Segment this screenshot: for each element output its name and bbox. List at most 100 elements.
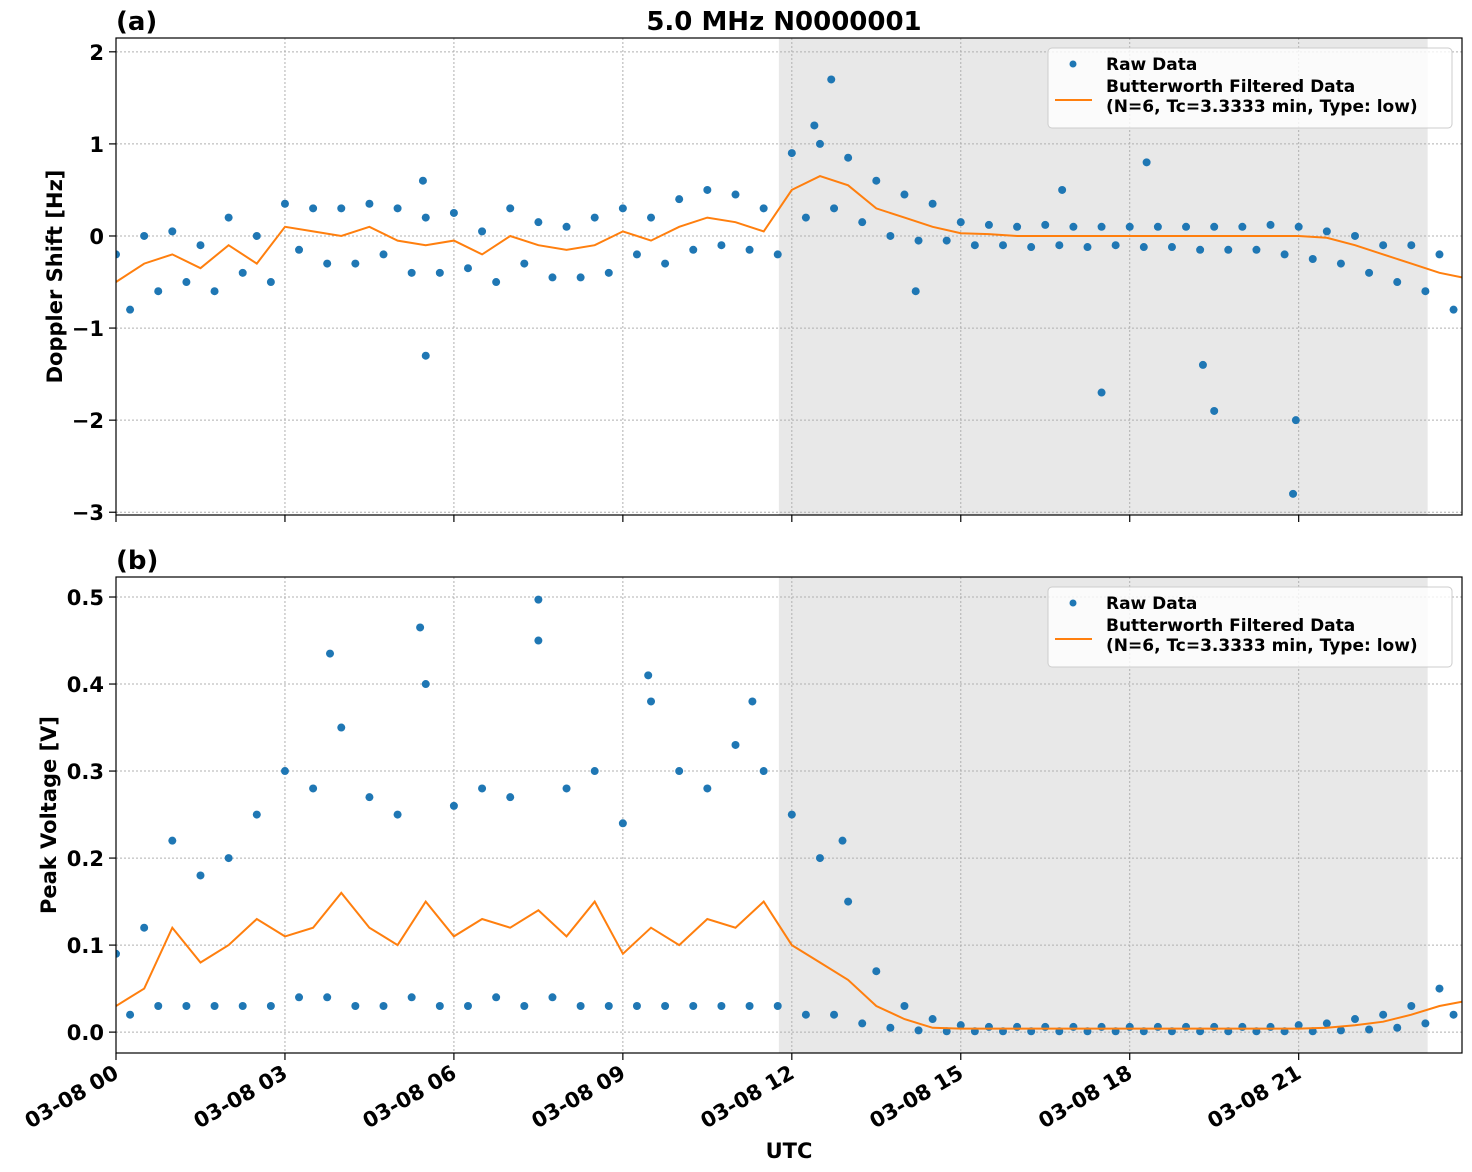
raw-point <box>1393 278 1402 287</box>
raw-point <box>844 897 853 906</box>
raw-point <box>703 185 712 194</box>
raw-point <box>116 250 120 259</box>
raw-point <box>323 259 332 268</box>
y-tick-label: −1 <box>72 317 104 341</box>
raw-point <box>717 241 726 250</box>
raw-point <box>351 259 360 268</box>
raw-point <box>815 139 824 148</box>
raw-point <box>787 810 796 819</box>
legend-label: Butterworth Filtered Data (N=6, Tc=3.3333… <box>1106 616 1418 656</box>
raw-point <box>1210 406 1219 415</box>
raw-point <box>1111 241 1120 250</box>
raw-point <box>326 649 335 658</box>
raw-point <box>928 1015 937 1024</box>
raw-point <box>900 1002 909 1011</box>
y-tick-label: 1 <box>89 133 104 157</box>
raw-point <box>956 1021 965 1030</box>
raw-point <box>1435 250 1444 259</box>
raw-point <box>365 793 374 802</box>
panel-label: (a) <box>116 7 157 37</box>
raw-point <box>210 287 219 296</box>
legend-box <box>1047 47 1453 129</box>
raw-point <box>562 784 571 793</box>
y-axis-label: Doppler Shift [Hz] <box>43 170 67 384</box>
raw-point <box>224 854 233 863</box>
legend-marker <box>1069 60 1077 68</box>
raw-point <box>548 993 557 1002</box>
raw-point <box>858 218 867 227</box>
raw-point <box>745 1002 754 1011</box>
raw-point <box>1224 245 1233 254</box>
raw-point <box>238 1002 247 1011</box>
raw-point <box>210 1002 219 1011</box>
raw-point <box>590 767 599 776</box>
y-tick-label: 2 <box>89 41 104 65</box>
raw-point <box>1435 984 1444 993</box>
raw-point <box>1013 1022 1022 1031</box>
raw-point <box>632 1002 641 1011</box>
y-tick-label: 0.2 <box>67 847 104 871</box>
raw-point <box>717 1002 726 1011</box>
raw-point <box>1294 1021 1303 1030</box>
raw-point <box>1041 220 1050 229</box>
raw-point <box>590 213 599 222</box>
raw-point <box>914 236 923 245</box>
legend-marker <box>1069 599 1077 607</box>
raw-point <box>154 1002 163 1011</box>
raw-point <box>1308 255 1317 264</box>
raw-point <box>1055 241 1064 250</box>
raw-point <box>604 1002 613 1011</box>
raw-point <box>731 190 740 199</box>
raw-point <box>407 268 416 277</box>
raw-point <box>872 967 881 976</box>
raw-point <box>1238 1022 1247 1031</box>
raw-point <box>675 767 684 776</box>
raw-point <box>1069 222 1078 231</box>
y-tick-label: 0 <box>89 225 104 249</box>
raw-point <box>534 595 543 604</box>
raw-point <box>534 218 543 227</box>
raw-point <box>116 949 120 958</box>
raw-point <box>1097 222 1106 231</box>
legend-label: Butterworth Filtered Data (N=6, Tc=3.3333… <box>1106 77 1418 117</box>
raw-point <box>1182 222 1191 231</box>
raw-point <box>1142 158 1151 167</box>
filtered-line <box>116 175 1462 283</box>
raw-point <box>830 1010 839 1019</box>
raw-point <box>858 1019 867 1028</box>
raw-point <box>280 199 289 208</box>
y-tick-label: 0.4 <box>67 673 104 697</box>
raw-point <box>773 1002 782 1011</box>
raw-point <box>295 993 304 1002</box>
raw-point <box>1266 220 1275 229</box>
raw-point <box>844 153 853 162</box>
raw-point <box>1350 231 1359 240</box>
raw-point <box>1167 243 1176 252</box>
raw-point <box>421 351 430 360</box>
raw-point <box>393 204 402 213</box>
raw-point <box>309 784 318 793</box>
raw-point <box>421 213 430 222</box>
plot-area <box>116 75 1462 498</box>
raw-point <box>970 241 979 250</box>
raw-point <box>534 636 543 645</box>
raw-point <box>1289 489 1298 498</box>
raw-point <box>492 993 501 1002</box>
raw-point <box>1336 259 1345 268</box>
raw-point <box>675 195 684 204</box>
raw-point <box>1336 1026 1345 1035</box>
raw-point <box>463 1002 472 1011</box>
raw-point <box>1196 245 1205 254</box>
x-tick-label: 03-08 03 <box>190 1061 292 1134</box>
raw-point <box>1125 1022 1134 1031</box>
raw-point <box>266 278 275 287</box>
raw-point <box>309 204 318 213</box>
raw-point <box>1041 1022 1050 1031</box>
raw-point <box>956 218 965 227</box>
raw-point <box>266 1002 275 1011</box>
raw-point <box>1182 1022 1191 1031</box>
raw-point <box>252 810 261 819</box>
raw-point <box>830 204 839 213</box>
raw-point <box>182 1002 191 1011</box>
